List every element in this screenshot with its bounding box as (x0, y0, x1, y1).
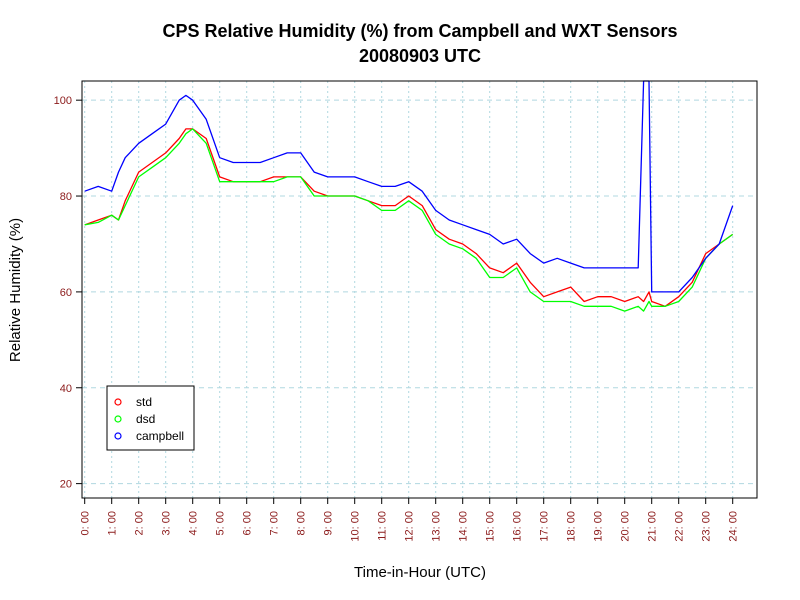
y-tick-label: 80 (60, 191, 72, 203)
chart-title: CPS Relative Humidity (%) from Campbell … (162, 21, 677, 41)
x-tick-label: 17: 00 (539, 511, 551, 542)
x-tick-label: 7: 00 (269, 511, 281, 535)
legend-label-campbell: campbell (136, 429, 184, 443)
x-tick-label: 22: 00 (674, 511, 686, 542)
x-axis: 0: 00 1: 00 2: 00 3: 00 4: 00 5: 00 6: 00 7: 00… (80, 498, 740, 542)
x-tick-label: 18: 00 (566, 511, 578, 542)
series-line-std (84, 128, 734, 307)
y-tick-label: 20 (60, 479, 72, 491)
x-tick-label: 0: 00 (80, 511, 92, 535)
legend-box (106, 385, 195, 451)
y-tick-label: 60 (60, 287, 72, 299)
x-tick-label: 12: 00 (404, 511, 416, 542)
series-line-dsd (84, 128, 734, 312)
x-tick-label: 23: 00 (701, 511, 713, 542)
y-tick-label: 40 (60, 383, 72, 395)
y-axis: 20 40 60 80 100 (54, 95, 82, 491)
x-tick-label: 4: 00 (188, 511, 200, 535)
x-tick-label: 19: 00 (593, 511, 605, 542)
legend-marker-campbell (114, 432, 122, 440)
chart-subtitle: 20080903 UTC (359, 46, 481, 66)
y-tick-label: 100 (54, 95, 72, 107)
x-tick-label: 5: 00 (215, 511, 227, 535)
legend-label-std: std (136, 395, 152, 409)
legend-marker-dsd (114, 415, 122, 423)
x-tick-label: 9: 00 (323, 511, 335, 535)
y-axis-label: Relative Humidity (%) (7, 218, 24, 362)
series-line-campbell (84, 80, 734, 293)
x-tick-label: 21: 00 (647, 511, 659, 542)
x-tick-label: 6: 00 (242, 511, 254, 535)
x-tick-label: 11: 00 (377, 511, 389, 541)
series-layer (84, 80, 734, 312)
x-tick-label: 8: 00 (296, 511, 308, 535)
x-tick-label: 13: 00 (431, 511, 443, 542)
x-tick-label: 2: 00 (134, 511, 146, 535)
legend-label-dsd: dsd (136, 412, 155, 426)
x-tick-label: 1: 00 (107, 511, 119, 535)
x-tick-label: 15: 00 (485, 511, 497, 542)
plot-frame (81, 80, 758, 499)
x-axis-label: Time-in-Hour (UTC) (354, 564, 486, 581)
x-tick-label: 3: 00 (161, 511, 173, 535)
x-tick-label: 10: 00 (350, 511, 362, 542)
legend-marker-std (114, 398, 122, 406)
x-tick-label: 24: 00 (728, 511, 740, 542)
x-tick-label: 16: 00 (512, 511, 524, 542)
x-tick-label: 20: 00 (620, 511, 632, 542)
legend: std dsd campbell (106, 385, 195, 451)
x-tick-label: 14: 00 (458, 511, 470, 542)
